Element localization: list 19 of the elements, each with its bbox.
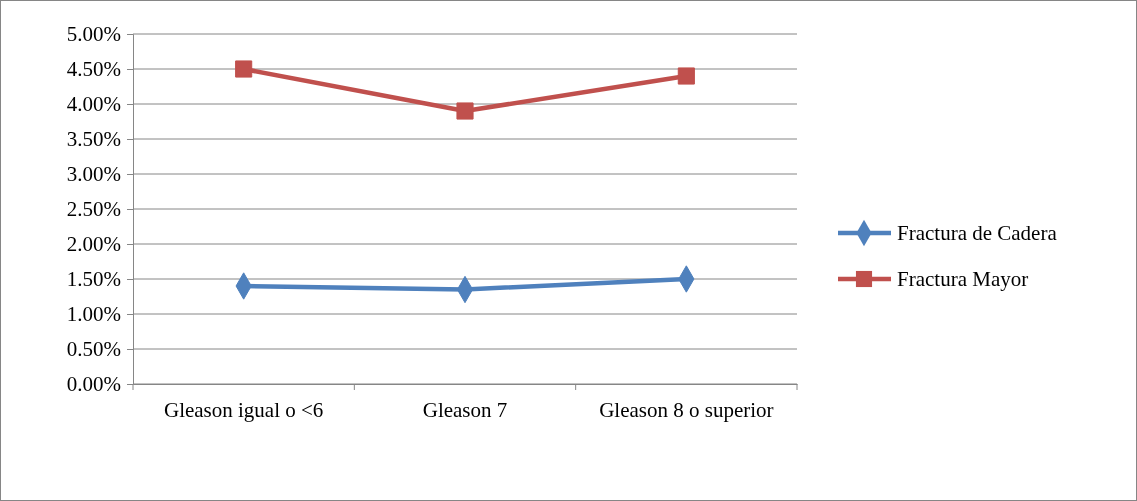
point: [456, 102, 474, 120]
y-tick-label: 4.50%: [66, 57, 121, 82]
y-tick-label: 5.00%: [66, 22, 121, 47]
x-tick-label: Gleason igual o <6: [163, 397, 324, 422]
x-tick-label: Gleason 7: [422, 397, 508, 422]
y-tick-label: 0.00%: [66, 372, 121, 397]
y-tick-label: 3.50%: [66, 127, 121, 152]
point: [677, 67, 695, 85]
legend-label: Fractura Mayor: [897, 267, 1029, 292]
point: [235, 60, 253, 78]
y-tick-label: 2.50%: [66, 197, 121, 222]
legend-label: Fractura de Cadera: [897, 221, 1058, 246]
y-tick-label: 1.50%: [66, 267, 121, 292]
y-tick-label: 3.00%: [66, 162, 121, 187]
y-tick-label: 1.00%: [66, 302, 121, 327]
y-tick-label: 4.00%: [66, 92, 121, 117]
y-tick-label: 2.00%: [66, 232, 121, 257]
y-tick-label: 0.50%: [66, 337, 121, 362]
x-tick-label: Gleason 8 o superior: [599, 397, 774, 422]
